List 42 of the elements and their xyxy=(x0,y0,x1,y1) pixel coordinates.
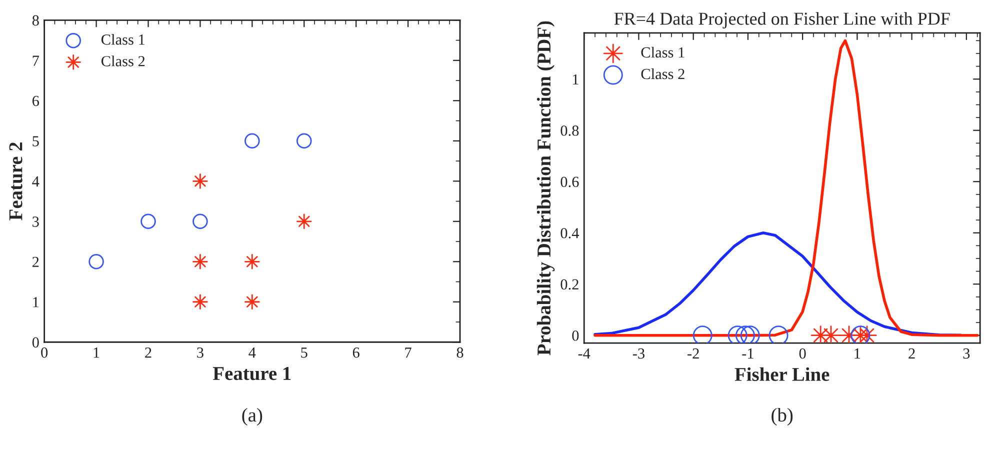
x-tick-label: 3 xyxy=(963,348,970,359)
x-tick-label: 0 xyxy=(799,348,806,359)
y-tick-label: 0.6 xyxy=(560,176,579,188)
y-tick-label: 5 xyxy=(32,136,39,146)
x-tick-label: -4 xyxy=(578,348,590,359)
text: (b) xyxy=(772,408,793,426)
x-tick-label: 6 xyxy=(352,347,360,358)
x-tick-label: 0 xyxy=(41,347,48,358)
y-tick-label: 0.2 xyxy=(560,279,578,290)
chart-title: FR=4 Data Projected on Fisher Line with PDF xyxy=(614,12,950,28)
x-tick-label: 7 xyxy=(405,348,412,358)
x-axis-title: Feature 1 xyxy=(212,367,291,380)
y-tick-label: 0 xyxy=(572,330,579,341)
y-tick-label: 1 xyxy=(572,74,578,84)
y-axis-title: Probability Distribution Function (PDF) xyxy=(536,21,555,356)
y-tick-label: 2 xyxy=(32,256,39,267)
x-tick-label: 1 xyxy=(94,348,100,358)
text: (a) xyxy=(242,408,262,426)
y-tick-label: 7 xyxy=(32,56,40,66)
x-tick-label: 3 xyxy=(197,347,204,358)
y-tick-label: 4 xyxy=(32,176,40,186)
y-tick-label: 0.4 xyxy=(560,228,580,238)
x-tick-label: -1 xyxy=(742,348,754,359)
y-tick-label: 0 xyxy=(32,337,39,348)
y-tick-label: 6 xyxy=(32,96,40,106)
legend-label: Class 2 xyxy=(641,68,684,80)
y-tick-label: 0.8 xyxy=(560,125,579,136)
x-tick-label: -2 xyxy=(688,348,699,359)
x-tick-label: -3 xyxy=(632,348,644,359)
x-tick-label: 1 xyxy=(854,348,860,359)
legend-label: Class 1 xyxy=(641,46,684,58)
x-tick-label: 4 xyxy=(248,348,256,358)
x-tick-label: 2 xyxy=(908,348,915,359)
x-tick-label: 5 xyxy=(301,348,308,358)
y-tick-label: 8 xyxy=(32,15,39,26)
x-tick-label: 8 xyxy=(456,347,464,358)
x-axis-title: Fisher Line xyxy=(734,367,830,381)
y-tick-label: 3 xyxy=(32,216,39,227)
legend-label: Class 1 xyxy=(101,34,144,45)
y-axis-title: Feature 2 xyxy=(9,142,22,220)
x-tick-label: 2 xyxy=(145,347,152,358)
y-tick-label: 1 xyxy=(33,297,39,308)
